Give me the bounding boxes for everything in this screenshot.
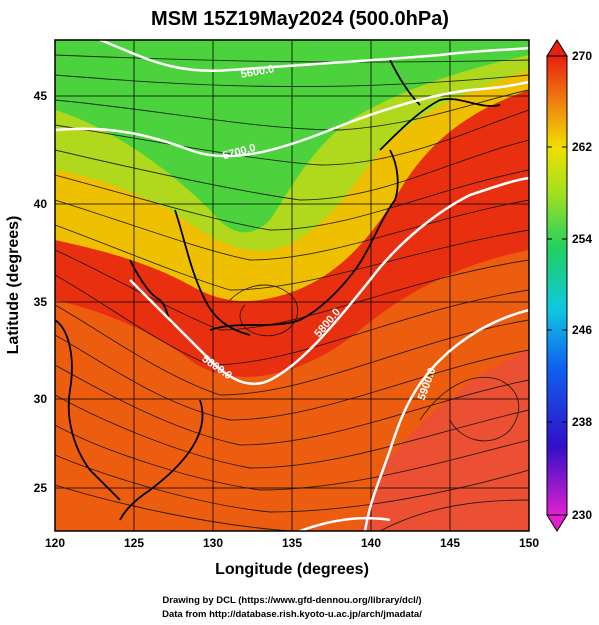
x-tick-label: 130	[203, 536, 223, 550]
y-axis-label: Latitude (degrees)	[5, 216, 22, 355]
colorbar-tick-label: 246	[572, 323, 592, 337]
y-tick-label: 40	[34, 197, 48, 211]
temperature-warm-patch	[360, 350, 529, 531]
y-tick-label: 45	[34, 89, 48, 103]
y-tick-label: 25	[34, 481, 48, 495]
y-tick-label: 30	[34, 392, 48, 406]
colorbar-gradient	[546, 55, 568, 516]
colorbar-tick-label: 230	[572, 508, 592, 522]
y-axis-ticks: 25 30 35 40 45	[34, 89, 48, 495]
colorbar-tick-label: 270	[572, 49, 592, 63]
map-plot-area	[55, 40, 529, 531]
map-title: MSM 15Z19May2024 (500.0hPa)	[151, 8, 449, 30]
colorbar-tick-label: 254	[572, 232, 592, 246]
colorbar-top-triangle	[546, 39, 568, 57]
colorbar-tick-label: 238	[572, 415, 592, 429]
colorbar-tick-label: 262	[572, 140, 592, 154]
lat-lon-grid	[55, 40, 529, 531]
x-axis-ticks: 120 125 130 135 140 145 150	[45, 536, 539, 550]
x-tick-label: 120	[45, 536, 65, 550]
colorbar-bottom-triangle	[546, 514, 568, 532]
y-tick-label: 35	[34, 295, 48, 309]
x-tick-label: 140	[361, 536, 381, 550]
height-contours	[55, 40, 529, 531]
credit-data-source: Data from http://database.rish.kyoto-u.a…	[162, 609, 422, 620]
x-tick-label: 145	[440, 536, 460, 550]
x-tick-label: 125	[124, 536, 144, 550]
colorbar: 270 262 254 246 238 230	[546, 39, 592, 532]
x-axis-label: Longitude (degrees)	[215, 561, 369, 578]
contour-label-5600: 5600.0	[240, 63, 275, 81]
credit-drawing: Drawing by DCL (https://www.gfd-dennou.o…	[162, 595, 421, 606]
x-tick-label: 150	[519, 536, 539, 550]
x-tick-label: 135	[282, 536, 302, 550]
plot-frame	[54, 39, 530, 532]
